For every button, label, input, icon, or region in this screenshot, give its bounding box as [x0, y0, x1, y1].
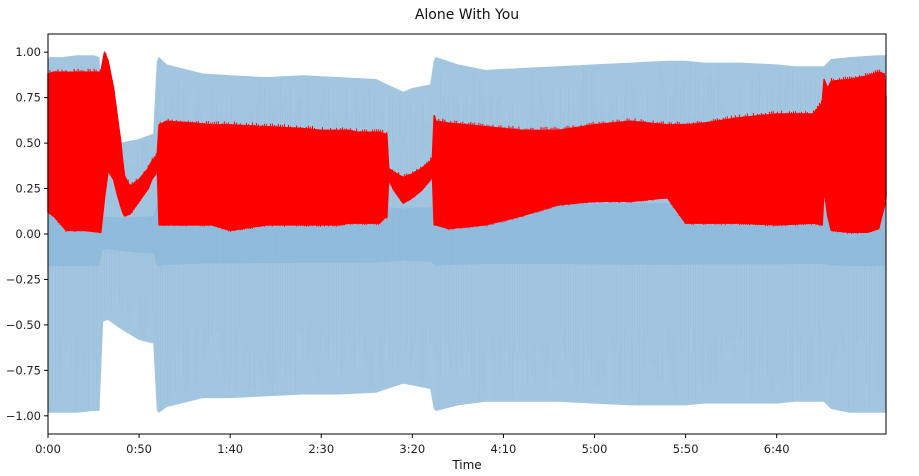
y-tick-label: 0.00: [15, 227, 41, 241]
y-tick-label: −0.75: [6, 363, 41, 377]
x-tick-label: 1:40: [217, 442, 243, 456]
y-axis: 1.00 0.75 0.50 0.25 0.00 −0.25 −0.50 −0.75 −1.00: [6, 45, 48, 423]
x-tick-label: 2:30: [308, 442, 334, 456]
x-tick-label: 6:40: [764, 442, 790, 456]
x-tick-label: 4:10: [491, 442, 517, 456]
x-axis-label: Time: [451, 458, 481, 472]
y-tick-label: 1.00: [15, 45, 41, 59]
x-axis: 0:00 0:50 1:40 2:30 3:20 4:10 5:00 5:50 6:40: [35, 434, 790, 456]
x-tick-label: 5:50: [673, 442, 699, 456]
x-tick-label: 0:00: [35, 442, 61, 456]
y-tick-label: −1.00: [6, 409, 41, 423]
x-tick-label: 3:20: [399, 442, 425, 456]
y-tick-label: 0.50: [15, 136, 41, 150]
x-tick-label: 5:00: [582, 442, 608, 456]
x-tick-label: 0:50: [126, 442, 152, 456]
y-tick-label: −0.50: [6, 318, 41, 332]
chart-title: Alone With You: [415, 7, 519, 23]
series-waveform: [47, 55, 887, 413]
y-tick-label: 0.75: [15, 91, 41, 105]
plot-area: [47, 51, 887, 413]
y-tick-label: −0.25: [6, 272, 41, 286]
y-tick-label: 0.25: [15, 182, 41, 196]
